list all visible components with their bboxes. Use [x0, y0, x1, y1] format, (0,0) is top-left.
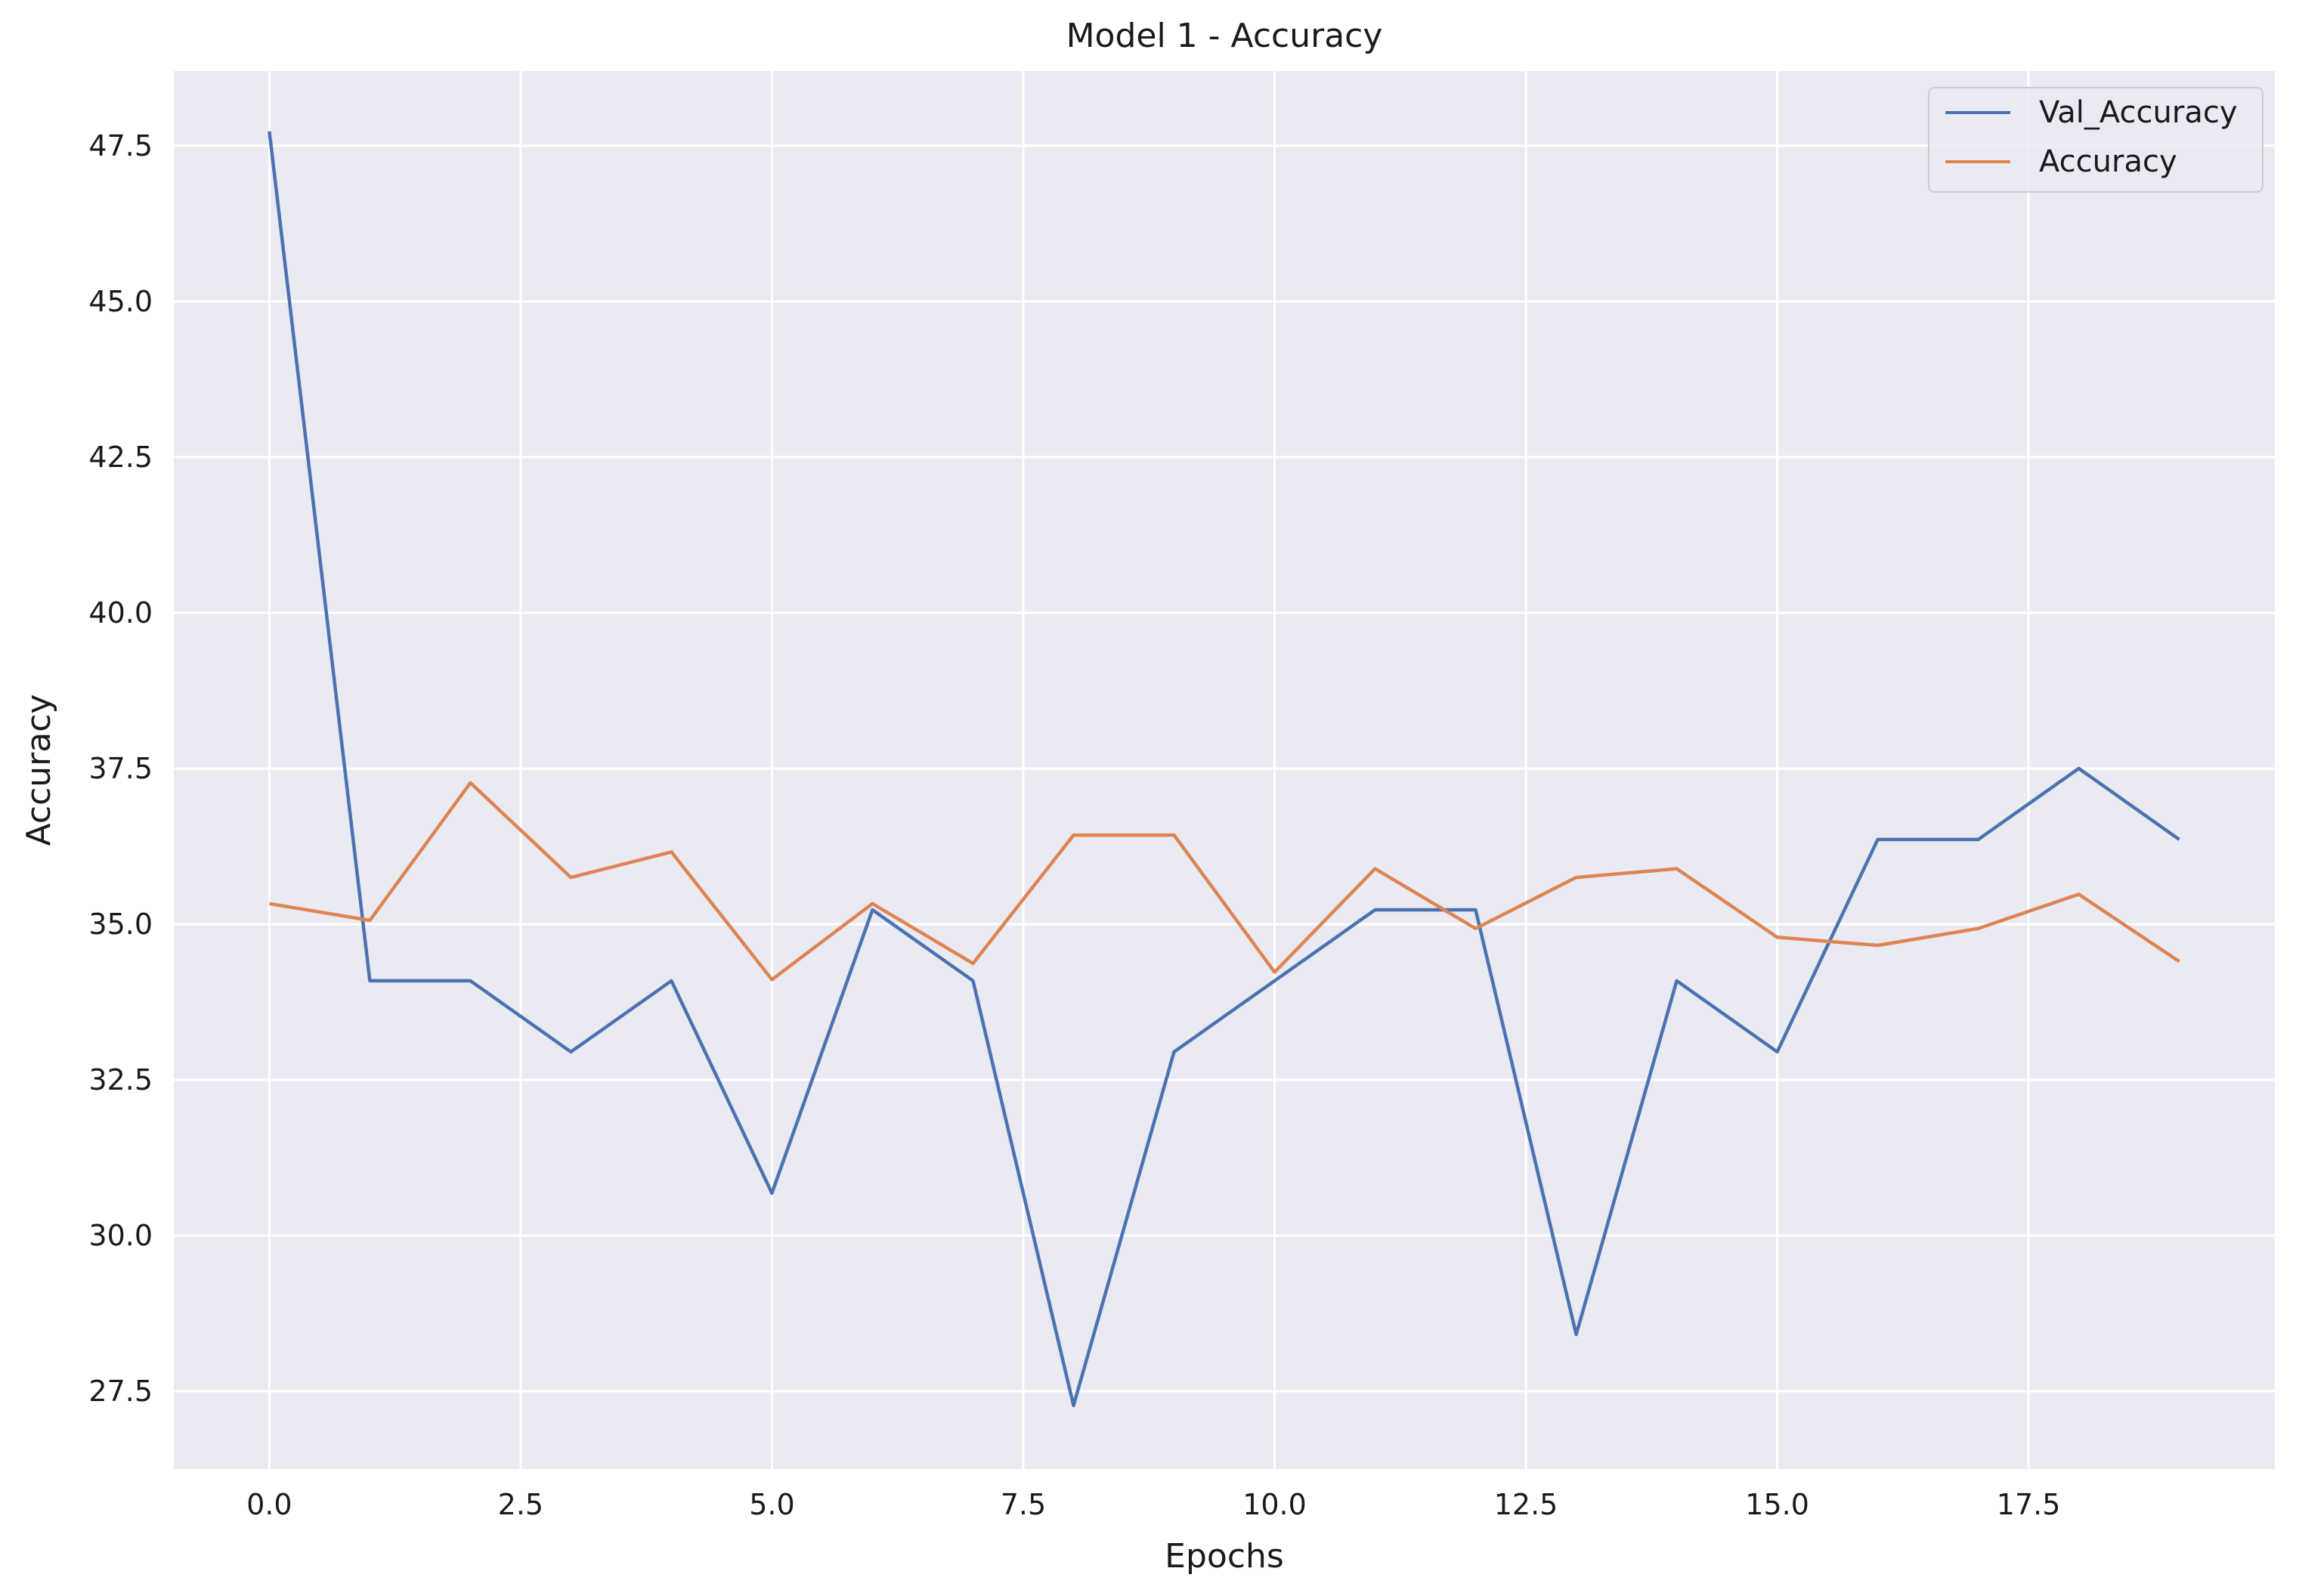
series-line-accuracy — [269, 781, 2180, 982]
x-tick-label: 10.0 — [1242, 1488, 1307, 1521]
x-tick-label: 0.0 — [246, 1488, 292, 1521]
x-tick-label: 12.5 — [1494, 1488, 1558, 1521]
y-tick-label: 32.5 — [88, 1063, 153, 1096]
y-tick-label: 45.0 — [88, 285, 153, 318]
x-tick-label: 17.5 — [1997, 1488, 2061, 1521]
y-tick-label: 40.0 — [88, 596, 153, 629]
legend-box — [1928, 87, 2263, 193]
gridlines — [174, 71, 2275, 1469]
x-tick-label: 5.0 — [749, 1488, 794, 1521]
y-tick-label: 27.5 — [88, 1375, 153, 1408]
y-tick-label: 42.5 — [88, 441, 153, 474]
x-axis-label: Epochs — [1165, 1537, 1284, 1576]
legend: Val_Accuracy Accuracy — [1928, 87, 2263, 193]
y-tick-label: 47.5 — [88, 129, 153, 162]
x-tick-label: 2.5 — [498, 1488, 543, 1521]
series-layer — [268, 131, 2180, 1408]
legend-label-val-accuracy: Val_Accuracy — [2039, 95, 2238, 130]
y-axis-label: Accuracy — [20, 694, 58, 846]
series-line-val-accuracy — [268, 131, 2180, 1408]
legend-label-accuracy: Accuracy — [2039, 144, 2177, 179]
y-tick-label: 37.5 — [88, 752, 153, 785]
x-axis-ticks: 0.0 2.5 5.0 7.5 10.0 12.5 15.0 17.5 — [246, 1488, 2060, 1521]
plot-area — [174, 71, 2275, 1469]
x-tick-label: 15.0 — [1745, 1488, 1809, 1521]
y-tick-label: 35.0 — [88, 908, 153, 941]
chart-title: Model 1 - Accuracy — [1066, 17, 1383, 55]
y-axis-ticks: 27.5 30.0 32.5 35.0 37.5 40.0 42.5 45.0 47.5 — [88, 129, 153, 1408]
y-tick-label: 30.0 — [88, 1219, 153, 1252]
x-tick-label: 7.5 — [1001, 1488, 1046, 1521]
